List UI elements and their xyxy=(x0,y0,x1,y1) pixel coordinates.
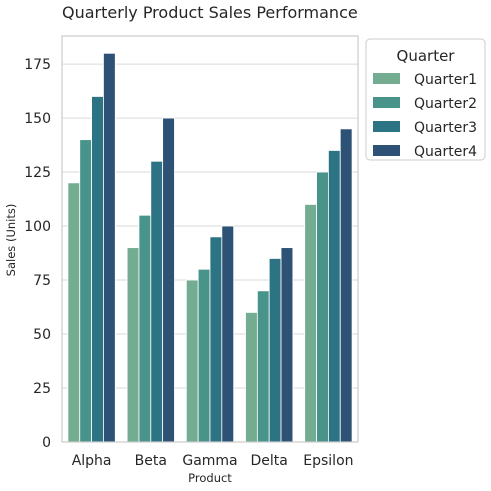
x-tick-label: Gamma xyxy=(182,453,237,469)
x-tick-label: Delta xyxy=(251,453,288,469)
bar xyxy=(67,182,81,443)
bar xyxy=(150,160,164,443)
bar xyxy=(316,171,329,443)
bar xyxy=(304,204,317,443)
legend-label: Quarter1 xyxy=(414,72,477,88)
bar xyxy=(138,214,152,443)
legend-swatch xyxy=(373,121,400,132)
x-axis-label: Product xyxy=(188,471,232,485)
y-tick-label: 100 xyxy=(24,219,51,235)
bar xyxy=(197,268,211,443)
legend-swatch xyxy=(373,145,400,156)
y-tick-label: 150 xyxy=(24,111,51,127)
bar xyxy=(245,312,258,443)
bar xyxy=(91,96,104,443)
bar xyxy=(280,247,294,443)
legend-label: Quarter3 xyxy=(414,120,477,136)
bar xyxy=(268,258,282,443)
bars xyxy=(67,52,353,443)
bar xyxy=(256,290,270,443)
bar xyxy=(79,139,93,443)
bar xyxy=(185,279,199,443)
bar xyxy=(209,236,223,443)
bar xyxy=(221,225,235,443)
bar xyxy=(103,52,116,443)
x-tick-label: Epsilon xyxy=(303,453,353,469)
y-tick-label: 125 xyxy=(24,165,51,181)
axes: 0 25 50 75 100 125 150 175 Alpha Beta Gamma Delta Ep… xyxy=(24,35,359,469)
legend-swatch xyxy=(373,97,400,108)
legend-swatch xyxy=(373,73,400,84)
y-tick-label: 25 xyxy=(33,381,51,397)
bar xyxy=(126,247,140,443)
x-tick-label: Alpha xyxy=(72,453,112,469)
y-axis-label: Sales (Units) xyxy=(4,204,18,277)
y-tick-label: 0 xyxy=(42,435,51,451)
y-tick-label: 175 xyxy=(24,57,51,73)
bar xyxy=(327,150,341,443)
legend-items: Quarter1 Quarter2 Quarter3 Quarter4 xyxy=(373,72,477,160)
legend-title: Quarter xyxy=(397,47,456,65)
y-tick-label: 50 xyxy=(33,327,51,343)
plot-frame xyxy=(61,35,359,443)
y-tick-label: 75 xyxy=(33,273,51,289)
legend: Quarter Quarter1 Quarter2 Quarter3 Quarter4 xyxy=(365,38,486,161)
bar xyxy=(162,117,175,443)
legend-label: Quarter2 xyxy=(414,96,477,112)
bar xyxy=(339,128,353,443)
legend-label: Quarter4 xyxy=(414,144,477,160)
chart-title: Quarterly Product Sales Performance xyxy=(62,3,358,22)
x-tick-label: Beta xyxy=(135,453,167,469)
